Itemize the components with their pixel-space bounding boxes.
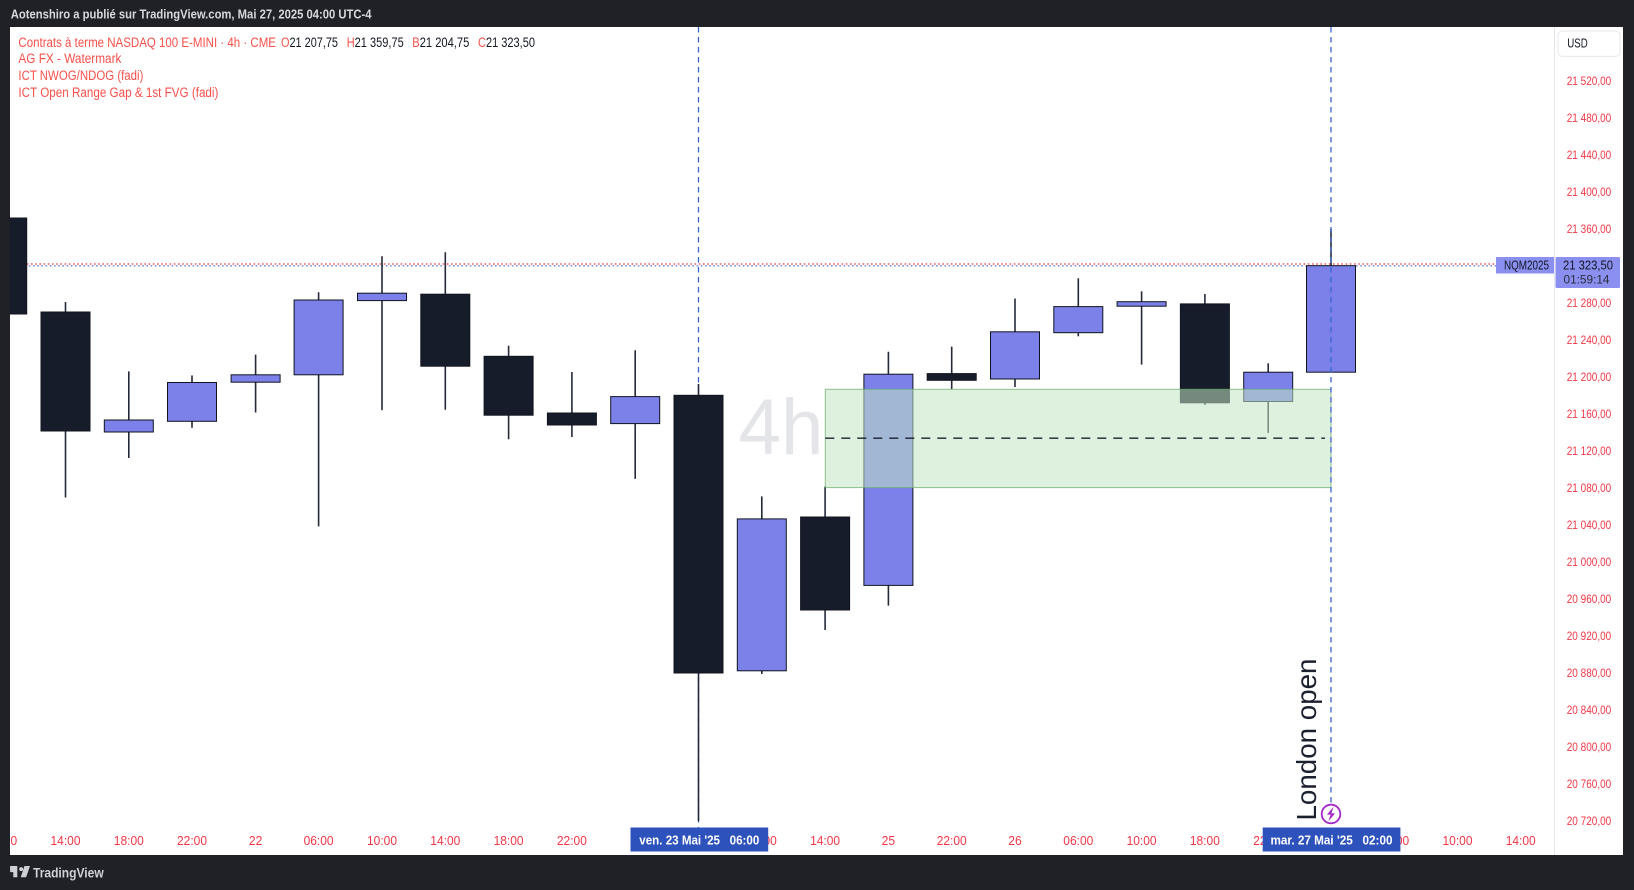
svg-text:26: 26 <box>1008 834 1022 848</box>
svg-text:20 880,00: 20 880,00 <box>1567 668 1612 680</box>
svg-text:22:00: 22:00 <box>557 834 587 848</box>
svg-text:ICT NWOG/NDOG (fadi): ICT NWOG/NDOG (fadi) <box>18 68 143 83</box>
svg-text:25: 25 <box>882 834 896 848</box>
svg-text:ven. 23 Mai '25 06:00: ven. 23 Mai '25 06:00 <box>639 834 759 848</box>
svg-text:Contrats à terme NASDAQ 100 E-: Contrats à terme NASDAQ 100 E-MINI · 4h … <box>18 35 276 50</box>
svg-text:NQM2025: NQM2025 <box>1504 258 1549 272</box>
svg-text:06:00: 06:00 <box>1063 834 1093 848</box>
svg-text:21 400,00: 21 400,00 <box>1567 187 1612 199</box>
svg-text:21 520,00: 21 520,00 <box>1567 76 1612 88</box>
svg-text:10:00: 10:00 <box>1127 834 1157 848</box>
svg-text:22: 22 <box>249 834 263 848</box>
svg-text:21 080,00: 21 080,00 <box>1567 483 1612 495</box>
svg-text:21 440,00: 21 440,00 <box>1567 150 1612 162</box>
svg-text:mar. 27 Mai '25 02:00: mar. 27 Mai '25 02:00 <box>1271 834 1393 848</box>
svg-text:14:00: 14:00 <box>430 834 460 848</box>
svg-text:TradingView: TradingView <box>33 866 104 881</box>
svg-text:10:00: 10:00 <box>1443 834 1473 848</box>
svg-text:21 323,50: 21 323,50 <box>1563 259 1613 273</box>
svg-text:18:00: 18:00 <box>494 834 524 848</box>
svg-text:01:59:14: 01:59:14 <box>1564 273 1610 287</box>
svg-text:USD: USD <box>1567 37 1588 51</box>
svg-text:18:00: 18:00 <box>1190 834 1220 848</box>
svg-text:14:00: 14:00 <box>810 834 840 848</box>
svg-text:22:00: 22:00 <box>937 834 967 848</box>
svg-text:21 480,00: 21 480,00 <box>1567 113 1612 125</box>
svg-text:22:00: 22:00 <box>177 834 207 848</box>
svg-text:21 120,00: 21 120,00 <box>1567 446 1612 458</box>
svg-text:06:00: 06:00 <box>304 834 334 848</box>
svg-text:C21 323,50: C21 323,50 <box>478 35 535 50</box>
svg-text:20 920,00: 20 920,00 <box>1567 631 1612 643</box>
svg-text:21 240,00: 21 240,00 <box>1567 335 1612 347</box>
svg-text:21 280,00: 21 280,00 <box>1567 298 1612 310</box>
svg-text:21 040,00: 21 040,00 <box>1567 520 1612 532</box>
svg-text:London open: London open <box>1291 659 1322 821</box>
svg-text:18:00: 18:00 <box>114 834 144 848</box>
svg-text:20 720,00: 20 720,00 <box>1567 816 1612 828</box>
svg-text:AG FX - Watermark: AG FX - Watermark <box>18 51 121 66</box>
svg-text:Aotenshiro a publié sur Tradin: Aotenshiro a publié sur TradingView.com,… <box>11 7 372 22</box>
svg-text:21 200,00: 21 200,00 <box>1567 372 1612 384</box>
svg-text:14:00: 14:00 <box>51 834 81 848</box>
svg-text:21 000,00: 21 000,00 <box>1567 557 1612 569</box>
svg-text:4h: 4h <box>739 382 824 471</box>
svg-text:14:00: 14:00 <box>1506 834 1536 848</box>
svg-text:ICT Open Range Gap & 1st FVG (: ICT Open Range Gap & 1st FVG (fadi) <box>18 85 218 100</box>
svg-text:20 800,00: 20 800,00 <box>1567 742 1612 754</box>
svg-text:20 840,00: 20 840,00 <box>1567 705 1612 717</box>
svg-text:20 760,00: 20 760,00 <box>1567 779 1612 791</box>
svg-text:10:00: 10:00 <box>367 834 397 848</box>
svg-text:21 160,00: 21 160,00 <box>1567 409 1612 421</box>
svg-text:B21 204,75: B21 204,75 <box>412 35 469 50</box>
svg-text:H21 359,75: H21 359,75 <box>347 35 404 50</box>
svg-text:O21 207,75: O21 207,75 <box>281 35 338 50</box>
svg-text:21 360,00: 21 360,00 <box>1567 224 1612 236</box>
svg-text:20 960,00: 20 960,00 <box>1567 594 1612 606</box>
